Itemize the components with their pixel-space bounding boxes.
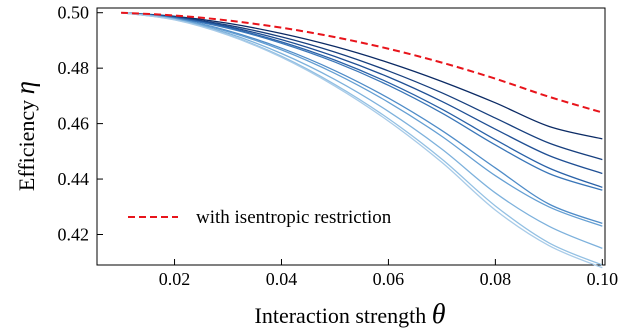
y-tick-label: 0.46 — [58, 114, 90, 134]
y-axis-ticks: 0.42 0.44 0.46 0.48 0.50 — [58, 3, 103, 245]
series-line-7 — [120, 12, 603, 227]
series-line-isentropic-restriction — [121, 11, 603, 114]
y-axis-label-text: Efficiency — [14, 100, 39, 191]
series-line-2 — [121, 12, 603, 161]
legend: with isentropic restriction — [128, 207, 392, 228]
y-axis-label-symbol: η — [10, 81, 40, 94]
legend-entry-label: with isentropic restriction — [196, 207, 392, 228]
x-tick-label: 0.10 — [587, 269, 619, 289]
series-line-6 — [120, 12, 603, 225]
x-tick-label: 0.08 — [480, 269, 512, 289]
y-tick-label: 0.42 — [58, 225, 90, 245]
y-tick-label: 0.50 — [58, 3, 90, 23]
x-axis-label-text: Interaction strength — [255, 303, 427, 328]
x-tick-label: 0.02 — [159, 269, 191, 289]
x-axis-ticks: 0.02 0.04 0.06 0.08 0.10 — [159, 259, 618, 289]
x-tick-label: 0.06 — [373, 269, 405, 289]
series-line-8 — [120, 12, 603, 249]
y-tick-label: 0.48 — [58, 58, 90, 78]
series-line-1 — [121, 12, 603, 140]
x-axis-label-symbol: θ — [432, 299, 446, 330]
y-axis-label: Efficiency η — [10, 81, 40, 191]
x-axis-label: Interaction strength θ — [255, 299, 446, 330]
series-layer — [120, 11, 603, 269]
y-tick-label: 0.44 — [58, 169, 90, 189]
series-line-3 — [121, 12, 603, 175]
series-line-5 — [120, 12, 603, 191]
series-line-10 — [120, 12, 603, 269]
x-tick-label: 0.04 — [266, 269, 298, 289]
plot-frame — [96, 7, 606, 266]
